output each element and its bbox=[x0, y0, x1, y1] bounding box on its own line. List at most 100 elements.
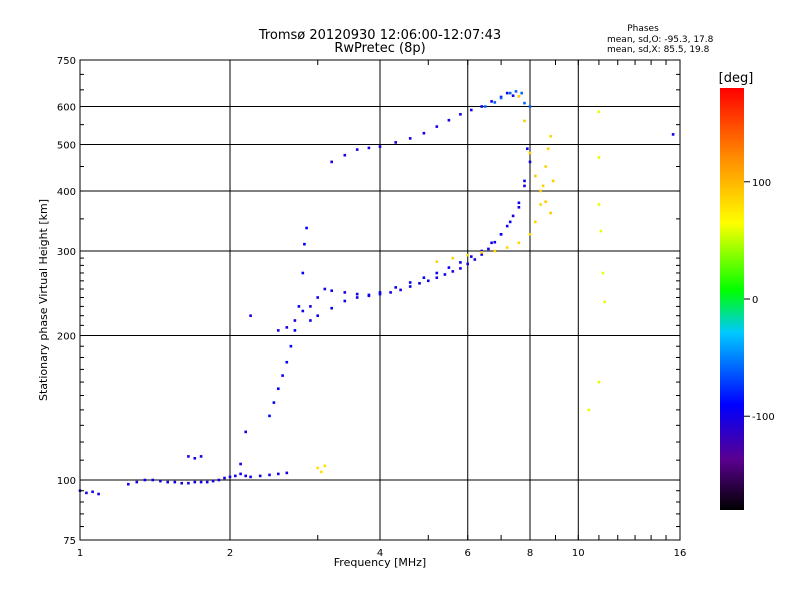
data-point bbox=[378, 292, 382, 296]
data-point bbox=[544, 165, 547, 168]
data-point bbox=[285, 471, 289, 475]
data-point bbox=[480, 251, 483, 254]
y-axis-label: Stationary phase Virtual Height [km] bbox=[37, 199, 50, 401]
data-point bbox=[520, 91, 523, 95]
data-point bbox=[330, 306, 333, 310]
data-point bbox=[534, 174, 537, 178]
data-point bbox=[187, 481, 190, 485]
data-point bbox=[490, 241, 493, 245]
data-point bbox=[343, 299, 347, 303]
x-tick-label: 8 bbox=[527, 548, 533, 559]
data-point bbox=[355, 292, 359, 296]
data-point bbox=[234, 474, 237, 478]
data-point bbox=[435, 260, 439, 263]
data-point bbox=[323, 287, 327, 291]
x-tick-label: 1 bbox=[77, 548, 83, 559]
colorbar-ticks: 100 0 -100 bbox=[744, 178, 775, 423]
data-point bbox=[528, 160, 532, 164]
data-point bbox=[526, 147, 529, 150]
data-point bbox=[316, 314, 319, 317]
data-point bbox=[528, 105, 532, 108]
grid-lines bbox=[80, 60, 680, 540]
y-tick-label: 500 bbox=[57, 141, 76, 152]
data-point bbox=[355, 296, 359, 299]
data-point bbox=[249, 475, 252, 479]
data-point bbox=[301, 271, 305, 275]
data-point bbox=[159, 479, 162, 483]
data-point bbox=[451, 270, 455, 273]
data-point bbox=[517, 241, 521, 245]
data-point bbox=[435, 276, 439, 279]
data-point bbox=[443, 273, 447, 276]
data-point bbox=[85, 491, 88, 495]
data-point bbox=[493, 249, 497, 253]
stats-line-x: mean, sd,X: 85.5, 19.8 bbox=[607, 45, 710, 55]
data-point bbox=[408, 281, 412, 284]
data-point bbox=[523, 101, 526, 105]
data-point bbox=[239, 472, 242, 476]
data-point bbox=[459, 261, 462, 264]
data-point bbox=[389, 291, 392, 294]
data-point bbox=[539, 189, 542, 193]
data-point bbox=[601, 271, 605, 275]
data-point bbox=[466, 253, 469, 257]
data-point bbox=[447, 118, 451, 122]
x-axis: 1 2 4 6 8 10 16 bbox=[77, 60, 686, 559]
data-point bbox=[97, 492, 100, 496]
data-point bbox=[505, 91, 509, 95]
data-point bbox=[268, 414, 271, 418]
data-point bbox=[499, 96, 503, 100]
data-point bbox=[303, 242, 306, 246]
data-point bbox=[480, 253, 483, 256]
data-point bbox=[277, 329, 280, 332]
data-point bbox=[211, 479, 215, 483]
data-point bbox=[91, 490, 94, 494]
data-point bbox=[551, 179, 555, 183]
x-tick-label: 4 bbox=[377, 548, 383, 559]
data-point bbox=[493, 240, 497, 244]
y-tick-label: 200 bbox=[57, 332, 76, 343]
data-point bbox=[367, 294, 371, 298]
data-point bbox=[258, 474, 262, 478]
data-point bbox=[378, 145, 382, 148]
data-point bbox=[127, 482, 130, 486]
data-point bbox=[151, 478, 155, 482]
data-point bbox=[422, 276, 426, 279]
data-point bbox=[223, 476, 226, 480]
data-point bbox=[508, 91, 512, 95]
data-point bbox=[180, 481, 183, 485]
data-point bbox=[603, 300, 606, 304]
data-point bbox=[217, 478, 221, 482]
y-tick-label: 300 bbox=[57, 247, 76, 258]
data-point bbox=[534, 220, 537, 224]
colorbar-tick-label: 0 bbox=[752, 295, 758, 306]
data-point bbox=[544, 200, 547, 203]
y-axis: 75 100 200 300 400 500 600 750 bbox=[57, 56, 680, 547]
data-point bbox=[205, 480, 209, 484]
data-point bbox=[517, 201, 521, 205]
data-point bbox=[487, 247, 490, 251]
data-point bbox=[549, 135, 552, 138]
data-point bbox=[316, 296, 319, 299]
data-point bbox=[505, 246, 509, 249]
data-point bbox=[422, 131, 426, 135]
stats-heading: Phases bbox=[627, 24, 659, 34]
colorbar-tick-label: 100 bbox=[752, 178, 771, 189]
data-point bbox=[281, 374, 284, 377]
data-point bbox=[435, 125, 439, 128]
data-point bbox=[394, 286, 397, 289]
data-point bbox=[293, 319, 297, 322]
data-point bbox=[408, 285, 412, 288]
data-point bbox=[599, 229, 603, 233]
data-point bbox=[499, 233, 503, 236]
data-point bbox=[511, 214, 515, 218]
data-point bbox=[597, 380, 601, 384]
data-point bbox=[435, 271, 439, 275]
data-point bbox=[597, 110, 601, 114]
data-point bbox=[249, 314, 252, 317]
data-point bbox=[587, 408, 591, 412]
data-point bbox=[523, 179, 526, 183]
data-point bbox=[459, 113, 462, 116]
x-tick-label: 2 bbox=[227, 548, 233, 559]
data-point bbox=[316, 466, 319, 470]
